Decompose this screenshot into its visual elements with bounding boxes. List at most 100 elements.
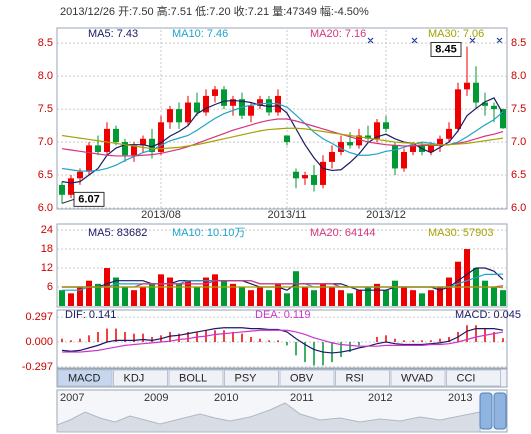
volume-bar bbox=[383, 290, 389, 306]
candle-body bbox=[500, 109, 506, 129]
ma-line bbox=[62, 329, 504, 353]
candle-body bbox=[194, 102, 200, 113]
tab[interactable] bbox=[279, 369, 335, 387]
ma-line bbox=[61, 97, 504, 184]
candle-body bbox=[329, 151, 335, 162]
volume-bar bbox=[185, 280, 191, 306]
event-markers bbox=[367, 37, 503, 44]
volume-bar bbox=[356, 290, 362, 306]
tab[interactable] bbox=[390, 369, 446, 387]
tab-label[interactable]: RSI bbox=[346, 372, 364, 384]
y-tick-label-right: 8.5 bbox=[511, 37, 526, 49]
tab-label[interactable]: KDJ bbox=[124, 372, 145, 384]
tab[interactable] bbox=[335, 369, 390, 387]
macd-panel bbox=[56, 309, 508, 369]
tab-label[interactable]: PSY bbox=[235, 372, 258, 384]
y-tick-label-right: 6.0 bbox=[511, 202, 526, 214]
range-handle-left[interactable] bbox=[479, 392, 493, 430]
volume-bar bbox=[401, 287, 407, 306]
tab-label[interactable]: MACD bbox=[68, 372, 100, 384]
volume-bar bbox=[329, 287, 335, 306]
header: 2013/12/26 开:7.50 高:7.51 低:7.20 收:7.21 量… bbox=[60, 4, 369, 18]
y-tick-label: 7.0 bbox=[38, 136, 53, 148]
y-tick-label: 12 bbox=[41, 262, 53, 274]
y-tick-label: 7.5 bbox=[38, 103, 53, 115]
y-tick-label: 8.5 bbox=[38, 37, 53, 49]
candle-body bbox=[401, 151, 407, 169]
candle-body bbox=[59, 184, 65, 195]
candle-body bbox=[185, 102, 191, 123]
tab-label[interactable]: BOLL bbox=[179, 372, 207, 384]
range-handle-right[interactable] bbox=[493, 392, 507, 430]
min-label-leader bbox=[61, 198, 75, 204]
candle-body bbox=[347, 142, 353, 146]
volume-bar bbox=[212, 274, 218, 306]
year-label: 2010 bbox=[214, 392, 238, 404]
ma-line bbox=[61, 102, 504, 172]
ma-line bbox=[61, 127, 504, 150]
legend-entry: MA30: 7.06 bbox=[428, 28, 484, 40]
tab[interactable] bbox=[446, 369, 501, 387]
tab[interactable] bbox=[113, 369, 168, 387]
tab-label[interactable]: OBV bbox=[290, 372, 314, 384]
volume-bar bbox=[464, 249, 470, 306]
candle-body bbox=[284, 135, 290, 143]
candle-body bbox=[230, 99, 236, 106]
candle-body bbox=[491, 105, 497, 110]
volume-bar bbox=[131, 290, 137, 306]
candle-body bbox=[122, 142, 128, 156]
volume-bar bbox=[221, 280, 227, 306]
volume-bar bbox=[230, 283, 236, 306]
candle-body bbox=[77, 171, 83, 179]
candle-body bbox=[86, 145, 92, 172]
tab-label[interactable]: CCI bbox=[457, 372, 476, 384]
timeline-overview bbox=[56, 402, 481, 433]
tab-label[interactable]: WVAD bbox=[401, 372, 433, 384]
candle-body bbox=[257, 99, 263, 106]
y-tick-label: 0.297 bbox=[25, 311, 53, 323]
candle-body bbox=[311, 175, 317, 185]
candle-body bbox=[212, 89, 218, 96]
candle-body bbox=[158, 122, 164, 152]
volume-bar bbox=[500, 290, 506, 306]
volume-bar bbox=[302, 287, 308, 306]
volume-bar bbox=[365, 287, 371, 306]
volume-bar bbox=[122, 287, 128, 306]
candle-body bbox=[113, 128, 119, 143]
legend-entry: MA10: 7.46 bbox=[172, 28, 228, 40]
candle-body bbox=[221, 89, 227, 106]
year-label: 2009 bbox=[144, 392, 168, 404]
ma-line bbox=[61, 118, 504, 157]
candle-body bbox=[293, 171, 299, 179]
volume-bar bbox=[203, 277, 209, 306]
volume-bar bbox=[77, 287, 83, 306]
candle-body bbox=[338, 142, 344, 152]
volume-bar bbox=[167, 277, 173, 306]
volume-bar bbox=[338, 290, 344, 306]
volume-bar bbox=[239, 287, 245, 306]
volume-bar bbox=[428, 290, 434, 306]
year-label: 2011 bbox=[290, 392, 314, 404]
candle-body bbox=[374, 122, 380, 139]
candle-body bbox=[473, 82, 479, 103]
y-tick-label-right: 7.5 bbox=[511, 103, 526, 115]
x-tick-label: 2013/12 bbox=[366, 209, 406, 221]
legend-entry: MACD: 0.045 bbox=[455, 309, 521, 321]
candle-body bbox=[320, 161, 326, 185]
year-label: 2012 bbox=[368, 392, 392, 404]
legend-entry: MA5: 7.43 bbox=[88, 28, 138, 40]
volume-bar bbox=[293, 271, 299, 306]
y-tick-label: 24 bbox=[41, 224, 53, 236]
tab[interactable] bbox=[57, 369, 113, 387]
tab[interactable] bbox=[224, 369, 279, 387]
volume-bar bbox=[248, 290, 254, 306]
volume-bar bbox=[194, 287, 200, 306]
candle-body bbox=[203, 95, 209, 113]
volume-bar bbox=[176, 283, 182, 306]
legend-entry: MA5: 83682 bbox=[88, 227, 147, 239]
year-label: 2007 bbox=[60, 392, 84, 404]
candle-body bbox=[356, 135, 362, 146]
tab[interactable] bbox=[168, 369, 224, 387]
volume-bar bbox=[482, 280, 488, 306]
legend-entry: DIF: 0.141 bbox=[65, 309, 116, 321]
